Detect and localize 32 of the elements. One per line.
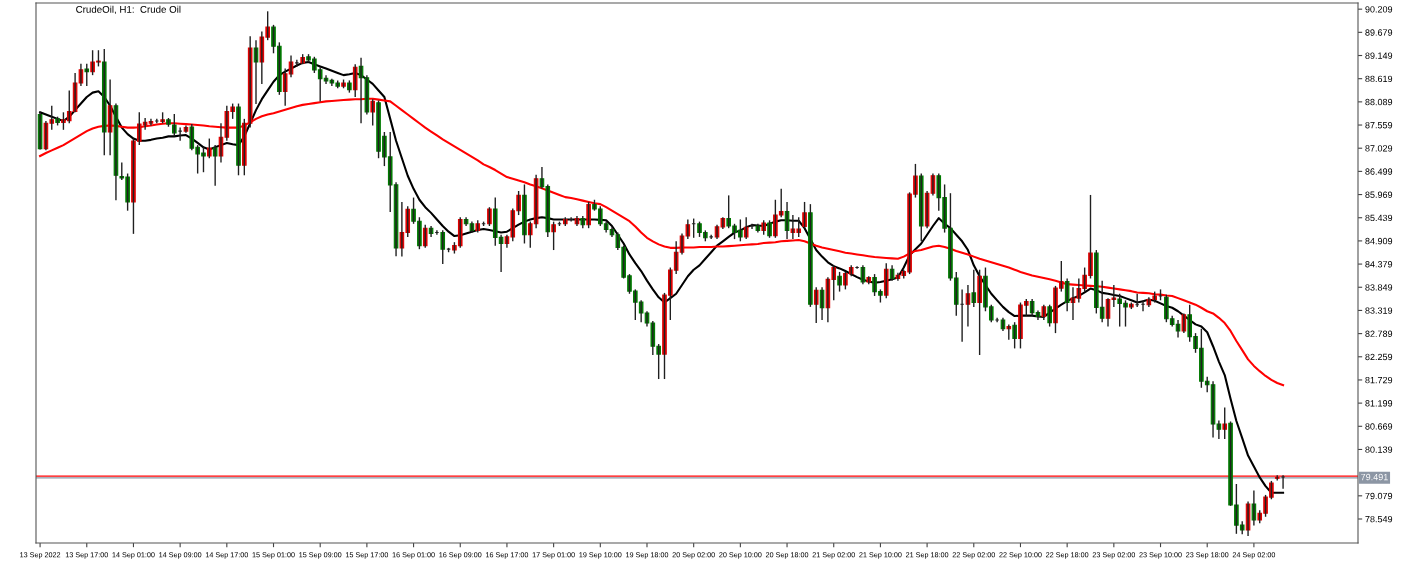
candlestick: [802, 201, 807, 229]
y-tick-label: 87.029: [1365, 145, 1393, 152]
y-tick-label: 88.089: [1365, 98, 1393, 106]
candlestick: [837, 271, 842, 293]
y-tick-label: 79.079: [1365, 492, 1393, 500]
y-tick-label: 81.199: [1365, 400, 1393, 407]
candlestick: [971, 269, 977, 308]
chart-title: CrudeOil, H1: Crude Oil: [76, 5, 181, 14]
y-tick-label: 89.149: [1365, 52, 1393, 59]
y-tick-label: 87.559: [1365, 122, 1393, 129]
y-tick-label: 88.619: [1365, 75, 1393, 83]
y-tick-label: 85.439: [1365, 214, 1393, 222]
candlestick: [370, 98, 376, 127]
y-tick-label: 82.259: [1365, 353, 1393, 361]
candlestick: [207, 137, 212, 159]
y-tick-label: 84.379: [1365, 261, 1393, 268]
y-tick-label: 80.669: [1365, 423, 1393, 430]
y-tick-label: 83.319: [1365, 307, 1393, 314]
y-tick-label: 90.209: [1365, 6, 1393, 13]
y-tick-label: 82.789: [1365, 330, 1393, 337]
y-tick-label: 80.139: [1365, 446, 1393, 453]
candlestick: [1222, 406, 1228, 440]
y-tick-label: 84.909: [1365, 237, 1393, 245]
y-tick-label: 83.849: [1365, 284, 1393, 291]
y-tick-label: 78.549: [1365, 515, 1393, 523]
y-tick-label: 81.729: [1365, 376, 1393, 384]
y-tick-label: 89.679: [1365, 29, 1393, 36]
y-tick-label: 86.499: [1365, 168, 1393, 175]
ref-line-label: 79.491: [1361, 473, 1388, 481]
candlestick: [84, 63, 90, 87]
y-tick-label: 85.969: [1365, 191, 1393, 198]
line-series: [39, 97, 1285, 387]
